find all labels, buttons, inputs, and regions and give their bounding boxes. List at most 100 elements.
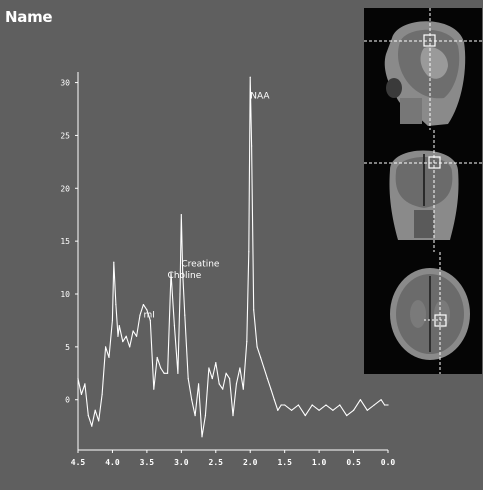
spectrum-point <box>270 388 272 390</box>
spectrum-point <box>256 346 258 348</box>
spectrum-point <box>153 388 155 390</box>
spectrum-point <box>318 409 320 411</box>
spectrum-point <box>248 251 250 253</box>
spectrum-point <box>108 356 110 359</box>
spectrum-point <box>101 393 103 396</box>
peak-label: mI <box>143 310 154 320</box>
spectrum-point <box>187 377 189 380</box>
y-tick-label: 30 <box>60 79 70 88</box>
spectrum-point <box>142 303 145 306</box>
spectrum-point <box>84 383 86 385</box>
spectrum-point <box>135 335 138 337</box>
peak-label: Creatine <box>181 260 220 270</box>
x-tick-label: 1.5 <box>277 458 292 467</box>
y-tick-label: 0 <box>65 396 70 405</box>
spectrum-point <box>98 420 100 422</box>
spectrum-point <box>139 314 141 316</box>
spectrum-point <box>277 409 279 411</box>
spectrum-point <box>359 399 362 401</box>
spectrum-point <box>146 309 148 311</box>
x-tick-label: 1.0 <box>312 458 327 467</box>
spectrum-point <box>290 409 293 411</box>
spectrum-point <box>170 272 172 274</box>
spectrum-point <box>246 340 248 343</box>
spectrum-point <box>182 272 184 274</box>
spectrum-point <box>242 388 244 390</box>
x-tick-label: 2.5 <box>209 458 224 467</box>
spectrum-point <box>373 404 375 406</box>
spectrum-point <box>211 377 213 380</box>
spectrum-point <box>191 399 193 401</box>
spectrum-point <box>80 393 83 396</box>
spectrum-point <box>215 362 217 364</box>
spectrum-point <box>184 314 186 316</box>
spectrum-point <box>118 325 120 327</box>
spectrum-point <box>239 367 241 369</box>
spectrum-point <box>273 399 275 401</box>
spectrum-point <box>284 404 286 406</box>
spectrum-point <box>218 383 220 385</box>
spectrum-point <box>91 425 93 427</box>
spectrum-point <box>149 319 151 322</box>
spectrum-point <box>94 409 96 411</box>
spectrum-point <box>208 367 210 369</box>
peak-label: NAA <box>250 91 270 101</box>
spectrum-point <box>163 372 165 374</box>
spectrum-point <box>201 436 203 438</box>
x-tick-label: 0.5 <box>346 458 361 467</box>
spectrum-point <box>263 367 265 369</box>
spectrum-point <box>129 346 131 348</box>
y-tick-label: 5 <box>65 343 70 352</box>
spectrum-point <box>177 372 179 374</box>
y-tick-label: 20 <box>60 184 70 193</box>
spectrum-point <box>352 409 355 411</box>
spectrum-point <box>383 404 386 406</box>
y-tick-label: 15 <box>60 237 70 246</box>
x-tick-label: 4.0 <box>105 458 120 467</box>
spectrum-point <box>332 409 334 411</box>
spectrum-point <box>104 346 107 348</box>
spectrum-point <box>111 319 114 322</box>
spectrum-point <box>339 404 341 406</box>
spectrum-point <box>77 377 79 380</box>
spectrum-point <box>166 372 169 374</box>
spectrum-point <box>311 404 313 406</box>
spectrum-point <box>132 330 134 332</box>
x-tick-label: 0.0 <box>381 458 396 467</box>
spectrum-point <box>249 76 251 78</box>
spectrum-point <box>325 404 327 406</box>
spectrum-point <box>197 383 200 385</box>
spectrum-point <box>280 404 282 406</box>
spectrum-line <box>77 76 388 438</box>
spectrum-point <box>180 214 182 216</box>
coronal-localizer-image[interactable] <box>364 130 482 252</box>
sagittal-localizer-image[interactable] <box>364 8 482 130</box>
spectrum-point <box>113 261 115 263</box>
spectrum-point <box>225 372 227 374</box>
spectrum-point <box>173 325 176 327</box>
spectrum-point <box>266 377 269 380</box>
spectrum-point <box>204 414 207 417</box>
spectrum-point <box>228 377 231 380</box>
spectrum-point <box>117 335 119 337</box>
spectrum-point <box>387 404 389 406</box>
spectrum-point <box>259 356 262 359</box>
spectrum-point <box>194 414 196 417</box>
spectrum-point <box>179 293 181 295</box>
localizer-images <box>364 8 482 374</box>
window-title: Name <box>5 8 53 26</box>
spectrum-point <box>160 367 162 369</box>
spectrum-point <box>366 409 368 411</box>
axial-localizer-image[interactable] <box>364 252 482 374</box>
spectrum-point <box>304 414 306 417</box>
spectrum-point <box>253 309 255 311</box>
x-tick-label: 2.0 <box>243 458 258 467</box>
spectrum-point <box>297 404 300 406</box>
spectrum-point <box>115 303 117 306</box>
spectrum-point <box>235 383 238 385</box>
spectrum-point <box>222 388 224 390</box>
spectrum-point <box>87 414 89 417</box>
spectrum-point <box>122 340 124 343</box>
